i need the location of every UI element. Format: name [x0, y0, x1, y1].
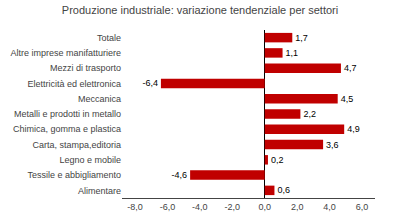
svg-text:1,7: 1,7	[295, 33, 308, 43]
svg-text:Alimentare: Alimentare	[78, 186, 121, 196]
svg-text:4,5: 4,5	[341, 94, 354, 104]
svg-text:Altre imprese manifatturiere: Altre imprese manifatturiere	[10, 48, 121, 58]
svg-text:0,2: 0,2	[271, 155, 284, 165]
svg-text:-2,0: -2,0	[225, 202, 241, 212]
svg-text:Carta, stampa,editoria: Carta, stampa,editoria	[32, 140, 121, 150]
svg-text:-8,0: -8,0	[127, 202, 143, 212]
svg-text:Metalli e prodotti in metallo: Metalli e prodotti in metallo	[14, 109, 121, 119]
svg-text:4,0: 4,0	[323, 202, 336, 212]
svg-text:Elettricità ed elettronica: Elettricità ed elettronica	[27, 79, 121, 89]
svg-text:-4,6: -4,6	[172, 170, 188, 180]
svg-text:2,0: 2,0	[291, 202, 304, 212]
svg-text:-6,0: -6,0	[160, 202, 176, 212]
svg-text:3,6: 3,6	[326, 140, 339, 150]
svg-text:4,9: 4,9	[347, 124, 360, 134]
svg-text:Legno e mobile: Legno e mobile	[59, 155, 121, 165]
svg-text:Totale: Totale	[97, 33, 121, 43]
svg-text:-4,0: -4,0	[192, 202, 208, 212]
svg-text:1,1: 1,1	[286, 48, 299, 58]
svg-text:4,7: 4,7	[344, 63, 357, 73]
svg-text:6,0: 6,0	[356, 202, 369, 212]
svg-text:Tessile e abbigliamento: Tessile e abbigliamento	[27, 170, 121, 180]
svg-text:0,6: 0,6	[277, 185, 290, 195]
svg-text:Chimica, gomma e plastica: Chimica, gomma e plastica	[13, 124, 121, 134]
svg-text:Produzione industriale: variaz: Produzione industriale: variazione tende…	[62, 4, 338, 16]
svg-text:0,0: 0,0	[258, 202, 271, 212]
svg-text:Mezzi di trasporto: Mezzi di trasporto	[50, 63, 121, 73]
svg-text:Meccanica: Meccanica	[78, 94, 121, 104]
svg-text:2,2: 2,2	[303, 109, 316, 119]
svg-text:-6,4: -6,4	[142, 78, 158, 88]
